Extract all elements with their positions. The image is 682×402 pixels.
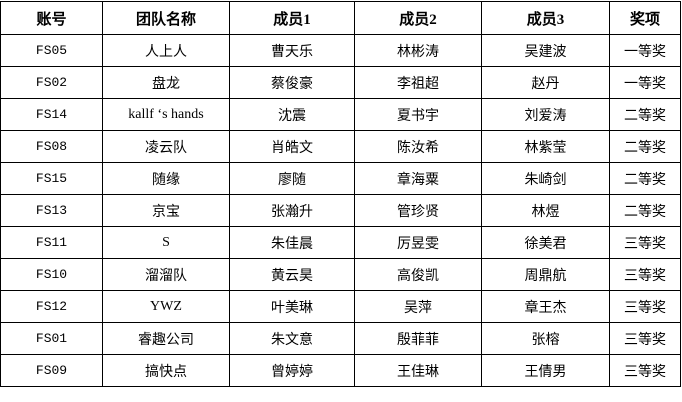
account-cell: FS10 <box>0 258 103 291</box>
table-cell: 一等奖 <box>609 66 681 99</box>
header-cell: 奖项 <box>609 1 681 35</box>
table-cell: 黄云昊 <box>229 258 355 291</box>
account-cell: FS08 <box>0 130 103 163</box>
table-cell: 二等奖 <box>609 194 681 227</box>
table-cell: 夏书宇 <box>354 98 482 131</box>
table-cell: 三等奖 <box>609 322 681 355</box>
table-cell: 京宝 <box>102 194 230 227</box>
table-cell: 王倩男 <box>481 354 610 387</box>
table-cell: 人上人 <box>102 34 230 67</box>
table-cell: 搞快点 <box>102 354 230 387</box>
award-table: 账号 团队名称 成员1 成员2 成员3 奖项 FS05 人上人 曹天乐 林彬涛 吴建波 一等奖 FS0… <box>0 1 681 387</box>
header-cell: 账号 <box>0 1 103 35</box>
table-cell: 三等奖 <box>609 226 681 259</box>
table-row: FS05 人上人 曹天乐 林彬涛 吴建波 一等奖 <box>0 34 681 67</box>
account-cell: FS15 <box>0 162 103 195</box>
header-cell: 成员3 <box>481 1 610 35</box>
table-cell: 章海粟 <box>354 162 482 195</box>
table-cell: 高俊凯 <box>354 258 482 291</box>
table-cell: 朱文意 <box>229 322 355 355</box>
table-cell: 二等奖 <box>609 162 681 195</box>
table-cell: 溜溜队 <box>102 258 230 291</box>
table-cell: 三等奖 <box>609 290 681 323</box>
table-cell: 殷菲菲 <box>354 322 482 355</box>
account-cell: FS13 <box>0 194 103 227</box>
table-cell: 三等奖 <box>609 354 681 387</box>
table-cell: 林煜 <box>481 194 610 227</box>
table-cell: 张瀚升 <box>229 194 355 227</box>
table-cell: 吴建波 <box>481 34 610 67</box>
table-cell: 刘爱涛 <box>481 98 610 131</box>
account-cell: FS02 <box>0 66 103 99</box>
table-cell: 周鼎航 <box>481 258 610 291</box>
account-cell: FS12 <box>0 290 103 323</box>
table-row: FS12 YWZ 叶美琳 吴萍 章王杰 三等奖 <box>0 290 681 323</box>
table-cell: 章王杰 <box>481 290 610 323</box>
table-body: FS05 人上人 曹天乐 林彬涛 吴建波 一等奖 FS02 盘龙 蔡俊豪 李祖超 赵丹 一等奖 FS14… <box>0 34 681 387</box>
table-cell: 一等奖 <box>609 34 681 67</box>
header-row: 账号 团队名称 成员1 成员2 成员3 奖项 <box>0 1 681 35</box>
account-cell: FS11 <box>0 226 103 259</box>
table-row: FS13 京宝 张瀚升 管珍贤 林煜 二等奖 <box>0 194 681 227</box>
table-cell: 曾婷婷 <box>229 354 355 387</box>
table-cell: 李祖超 <box>354 66 482 99</box>
table-cell: kallf ‘s hands <box>102 98 230 131</box>
table-cell: S <box>102 226 230 259</box>
table-cell: 肖皓文 <box>229 130 355 163</box>
table-cell: 沈震 <box>229 98 355 131</box>
table-cell: 吴萍 <box>354 290 482 323</box>
table-cell: 曹天乐 <box>229 34 355 67</box>
table-cell: 徐美君 <box>481 226 610 259</box>
header-cell: 团队名称 <box>102 1 230 35</box>
table-row: FS08 凌云队 肖皓文 陈汝希 林紫莹 二等奖 <box>0 130 681 163</box>
table-cell: 盘龙 <box>102 66 230 99</box>
table-cell: 陈汝希 <box>354 130 482 163</box>
table-cell: 张榕 <box>481 322 610 355</box>
table-cell: 赵丹 <box>481 66 610 99</box>
table-cell: 朱佳晨 <box>229 226 355 259</box>
table-row: FS02 盘龙 蔡俊豪 李祖超 赵丹 一等奖 <box>0 66 681 99</box>
table-row: FS10 溜溜队 黄云昊 高俊凯 周鼎航 三等奖 <box>0 258 681 291</box>
table-cell: 朱崎剑 <box>481 162 610 195</box>
table-cell: 蔡俊豪 <box>229 66 355 99</box>
table-cell: 二等奖 <box>609 98 681 131</box>
table-cell: 随缘 <box>102 162 230 195</box>
table-cell: 廖随 <box>229 162 355 195</box>
table-cell: YWZ <box>102 290 230 323</box>
account-cell: FS09 <box>0 354 103 387</box>
table-row: FS11 S 朱佳晨 厉昱雯 徐美君 三等奖 <box>0 226 681 259</box>
table-header: 账号 团队名称 成员1 成员2 成员3 奖项 <box>0 1 681 35</box>
header-cell: 成员2 <box>354 1 482 35</box>
table-row: FS09 搞快点 曾婷婷 王佳琳 王倩男 三等奖 <box>0 354 681 387</box>
table-row: FS14 kallf ‘s hands 沈震 夏书宇 刘爱涛 二等奖 <box>0 98 681 131</box>
account-cell: FS01 <box>0 322 103 355</box>
table-cell: 林彬涛 <box>354 34 482 67</box>
table-row: FS15 随缘 廖随 章海粟 朱崎剑 二等奖 <box>0 162 681 195</box>
table-cell: 叶美琳 <box>229 290 355 323</box>
table-cell: 管珍贤 <box>354 194 482 227</box>
table-cell: 王佳琳 <box>354 354 482 387</box>
table-cell: 厉昱雯 <box>354 226 482 259</box>
table-cell: 三等奖 <box>609 258 681 291</box>
table-cell: 凌云队 <box>102 130 230 163</box>
table-cell: 二等奖 <box>609 130 681 163</box>
account-cell: FS14 <box>0 98 103 131</box>
header-cell: 成员1 <box>229 1 355 35</box>
table-row: FS01 睿趣公司 朱文意 殷菲菲 张榕 三等奖 <box>0 322 681 355</box>
table-cell: 睿趣公司 <box>102 322 230 355</box>
table-cell: 林紫莹 <box>481 130 610 163</box>
account-cell: FS05 <box>0 34 103 67</box>
